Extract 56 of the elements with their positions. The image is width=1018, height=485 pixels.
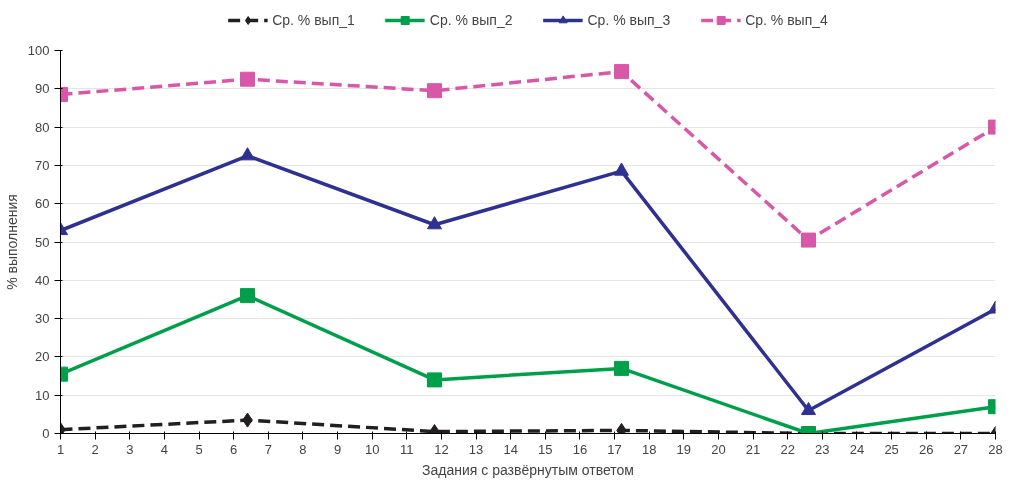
x-tick-label: 11: [400, 441, 414, 457]
x-tick-label: 1: [56, 441, 65, 457]
x-tick-label: 13: [468, 441, 484, 457]
y-axis-title: % выполнения: [3, 194, 20, 290]
y-tick-label: 50: [35, 234, 50, 250]
y-tick-label: 0: [42, 426, 50, 441]
x-tick-label: 3: [126, 441, 134, 457]
y-tick-label: 70: [35, 157, 50, 173]
x-tick-label: 24: [849, 441, 865, 457]
point: [240, 147, 255, 161]
y-tick-label: 30: [35, 311, 50, 327]
x-axis-title: Задания с развёрнутым ответом: [422, 461, 634, 478]
x-tick-label: 9: [333, 441, 342, 457]
x-tick-label: 28: [988, 441, 1003, 457]
point: [427, 372, 442, 388]
point: [240, 288, 255, 304]
x-tick-label: 19: [676, 441, 692, 457]
point: [614, 64, 629, 80]
y-tick-label: 100: [27, 43, 50, 58]
x-tick-label: 2: [91, 441, 99, 457]
x-tick-label: 15: [538, 441, 553, 457]
x-tick-label: 21: [745, 441, 761, 457]
point: [801, 401, 816, 416]
point: [427, 83, 442, 99]
legend-label: Ср. % вып_4: [745, 12, 828, 28]
x-tick-label: 12: [434, 441, 449, 457]
y-tick-label: 80: [35, 119, 50, 135]
legend-label: Ср. % вып_1: [272, 12, 355, 28]
x-tick-label: 18: [641, 441, 657, 457]
x-tick-label: 6: [230, 441, 238, 457]
x-tick-label: 4: [160, 441, 169, 457]
point: [614, 162, 629, 176]
legend-label: Ср. % вып_3: [587, 12, 671, 28]
x-tick-label: 20: [711, 441, 726, 457]
y-tick-label: 40: [35, 272, 50, 288]
point: [427, 216, 442, 230]
x-tick-label: 7: [264, 441, 272, 457]
x-tick-label: 14: [503, 441, 518, 457]
y-tick-label: 10: [35, 387, 50, 403]
x-tick-label: 23: [815, 441, 830, 457]
y-tick-label: 90: [35, 81, 50, 97]
x-tick-label: 16: [572, 441, 588, 457]
y-tick-label: 60: [35, 196, 50, 212]
x-tick-label: 8: [299, 441, 307, 457]
y-tick-label: 20: [35, 349, 50, 365]
point: [614, 360, 629, 376]
point: [240, 71, 255, 87]
x-tick-label: 17: [607, 441, 622, 457]
x-tick-label: 27: [953, 441, 969, 457]
legend-label: Ср. % вып_2: [429, 12, 513, 28]
x-tick-label: 25: [884, 441, 899, 457]
x-tick-label: 22: [780, 441, 795, 457]
x-tick-label: 26: [919, 441, 934, 457]
x-tick-label: 5: [195, 441, 203, 457]
point: [801, 232, 816, 248]
x-tick-label: 10: [364, 441, 380, 457]
